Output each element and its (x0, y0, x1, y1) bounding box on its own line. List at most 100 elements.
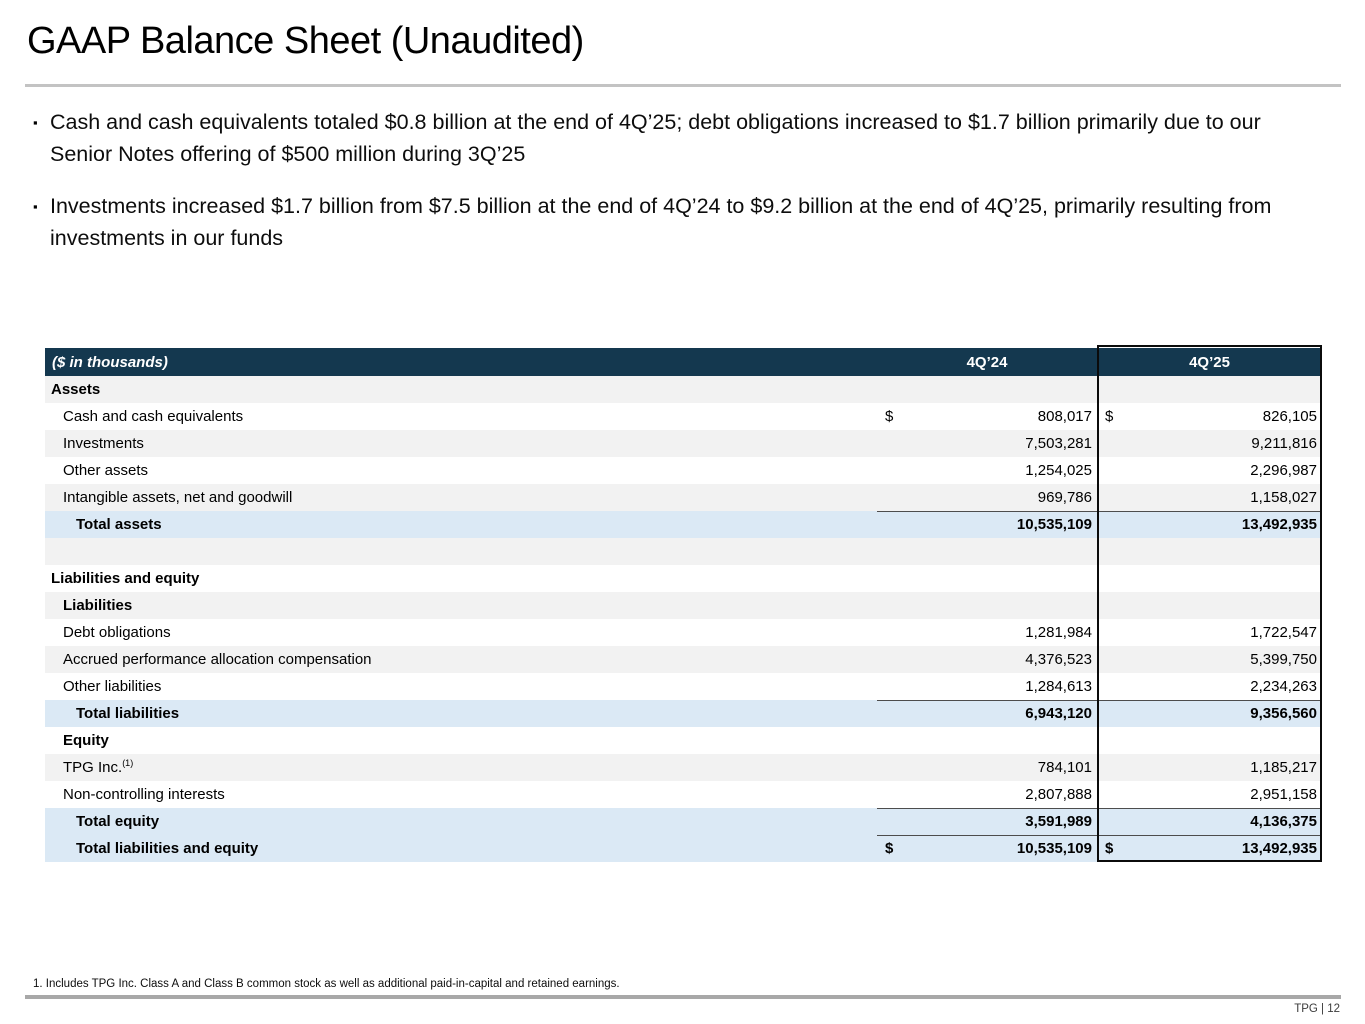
table-row: Equity (45, 727, 1322, 754)
row-value-4q24: 784,101 (877, 754, 1097, 781)
row-value-4q25 (1097, 565, 1322, 592)
row-value-4q25: 2,296,987 (1097, 457, 1322, 484)
dollar-sign: $ (1105, 408, 1114, 425)
value-text: 1,158,027 (1250, 488, 1317, 506)
value-text: 2,234,263 (1250, 677, 1317, 695)
dollar-sign: $ (1105, 840, 1114, 858)
col-header-4q24: 4Q’24 (877, 348, 1097, 376)
value-text: 4,136,375 (1250, 813, 1317, 830)
row-value-4q25: 1,722,547 (1097, 619, 1322, 646)
balance-sheet-table: ($ in thousands) 4Q’24 4Q’25 Assets Cash … (45, 348, 1322, 862)
value-text: 13,492,935 (1241, 840, 1317, 858)
row-value-4q25: 4,136,375 (1097, 807, 1322, 835)
row-value-4q24: 1,281,984 (877, 619, 1097, 646)
footnote-reference: (1) (122, 758, 134, 768)
table-row: Liabilities and equity (45, 565, 1322, 592)
row-label: Accrued performance allocation compensat… (45, 646, 877, 673)
row-label: Investments (45, 430, 877, 457)
col-header-4q25: 4Q’25 (1097, 348, 1322, 376)
row-value-4q25: 2,234,263 (1097, 673, 1322, 700)
row-label: Other assets (45, 457, 877, 484)
table-row (45, 538, 1322, 565)
value-text: 9,211,816 (1251, 435, 1317, 452)
table-header-row: ($ in thousands) 4Q’24 4Q’25 (45, 348, 1322, 376)
row-value-4q25: 1,158,027 (1097, 484, 1322, 511)
bullet-text: Investments increased $1.7 billion from … (50, 194, 1272, 250)
value-text: 1,284,613 (1025, 677, 1092, 695)
row-label: Liabilities (45, 592, 877, 619)
title-divider (25, 84, 1341, 87)
row-value-4q25 (1097, 376, 1322, 403)
row-value-4q24: 6,943,120 (877, 699, 1097, 727)
row-label: Cash and cash equivalents (45, 403, 877, 430)
row-label: Intangible assets, net and goodwill (45, 484, 877, 511)
value-text: 969,786 (1037, 488, 1092, 506)
row-value-4q25 (1097, 538, 1322, 565)
table-row: Total liabilities and equity $10,535,109 $… (45, 834, 1322, 862)
value-text: 3,591,989 (1025, 813, 1092, 830)
row-value-4q24: 4,376,523 (877, 646, 1097, 673)
table-row: Total liabilities 6,943,120 9,356,560 (45, 699, 1322, 727)
table-row: Debt obligations 1,281,984 1,722,547 (45, 619, 1322, 646)
value-text: 1,722,547 (1250, 624, 1317, 641)
row-label: Other liabilities (45, 673, 877, 700)
value-text: 784,101 (1037, 759, 1092, 776)
row-value-4q24: $808,017 (877, 403, 1097, 430)
table-row: Other liabilities 1,284,613 2,234,263 (45, 673, 1322, 700)
bullet-list: ▪ Cash and cash equivalents totaled $0.8… (33, 107, 1328, 275)
row-value-4q24: $10,535,109 (877, 834, 1097, 862)
table-row: Total equity 3,591,989 4,136,375 (45, 807, 1322, 835)
row-label: Debt obligations (45, 619, 877, 646)
bullet-icon: ▪ (33, 199, 38, 214)
row-label: Non-controlling interests (45, 781, 877, 808)
row-value-4q25: 2,951,158 (1097, 781, 1322, 808)
table-row: Accrued performance allocation compensat… (45, 646, 1322, 673)
bullet-icon: ▪ (33, 115, 38, 130)
value-text: 6,943,120 (1025, 705, 1092, 723)
table-row: Investments 7,503,281 9,211,816 (45, 430, 1322, 457)
value-text: 826,105 (1262, 408, 1317, 425)
row-value-4q24: 10,535,109 (877, 510, 1097, 538)
row-label: Assets (45, 376, 877, 403)
table-row: Cash and cash equivalents $808,017 $826,10… (45, 403, 1322, 430)
value-text: 7,503,281 (1025, 435, 1092, 452)
row-value-4q25: 9,211,816 (1097, 430, 1322, 457)
row-value-4q24 (877, 538, 1097, 565)
table-row: TPG Inc.(1) 784,101 1,185,217 (45, 754, 1322, 781)
row-value-4q24 (877, 376, 1097, 403)
table-body: Assets Cash and cash equivalents $808,017 $… (45, 376, 1322, 862)
row-label: TPG Inc.(1) (45, 754, 877, 781)
page-title: GAAP Balance Sheet (Unaudited) (27, 20, 584, 62)
row-value-4q25: $826,105 (1097, 403, 1322, 430)
row-value-4q24 (877, 727, 1097, 754)
row-value-4q25: 1,185,217 (1097, 754, 1322, 781)
bullet-item: ▪ Cash and cash equivalents totaled $0.8… (33, 107, 1328, 170)
value-text: 2,807,888 (1025, 785, 1092, 803)
row-label: Total liabilities (45, 700, 877, 727)
row-label: Liabilities and equity (45, 565, 877, 592)
row-label (45, 538, 877, 565)
row-value-4q24: 2,807,888 (877, 781, 1097, 808)
value-text: 10,535,109 (1016, 516, 1092, 534)
row-value-4q24: 3,591,989 (877, 807, 1097, 835)
table-row: Non-controlling interests 2,807,888 2,951,… (45, 781, 1322, 808)
value-text: 808,017 (1037, 408, 1092, 425)
row-value-4q25 (1097, 592, 1322, 619)
row-value-4q24: 1,284,613 (877, 673, 1097, 700)
row-label: Equity (45, 727, 877, 754)
value-text: 1,281,984 (1025, 624, 1092, 641)
row-value-4q25: 13,492,935 (1097, 510, 1322, 538)
dollar-sign: $ (885, 408, 894, 425)
value-text: 9,356,560 (1250, 705, 1317, 723)
value-text: 2,296,987 (1250, 462, 1317, 479)
row-label: Total liabilities and equity (45, 835, 877, 862)
footer-divider (25, 995, 1341, 999)
row-value-4q24 (877, 565, 1097, 592)
row-value-4q24: 969,786 (877, 484, 1097, 511)
bullet-item: ▪ Investments increased $1.7 billion fro… (33, 191, 1328, 254)
value-text: 2,951,158 (1250, 785, 1317, 803)
value-text: 4,376,523 (1025, 651, 1092, 668)
table-row: Other assets 1,254,025 2,296,987 (45, 457, 1322, 484)
bullet-text: Cash and cash equivalents totaled $0.8 b… (50, 110, 1261, 166)
